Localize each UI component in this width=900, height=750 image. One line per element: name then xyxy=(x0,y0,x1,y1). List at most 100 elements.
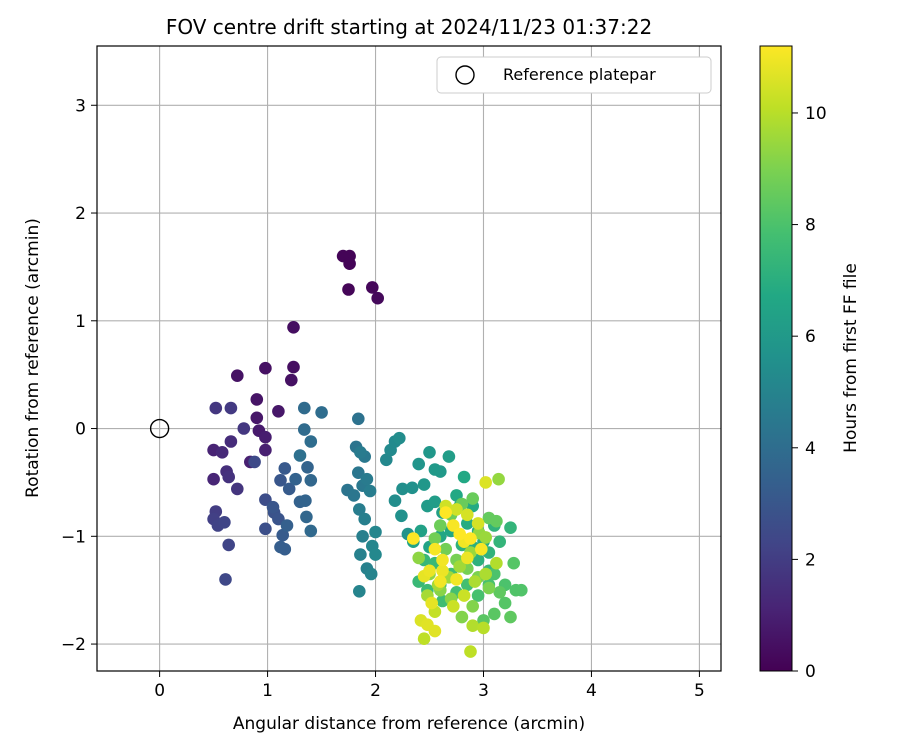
data-point xyxy=(289,472,302,486)
data-point xyxy=(299,494,312,508)
colorbar: 0 2 4 6 8 10 Hours from first FF file xyxy=(759,45,861,682)
data-point xyxy=(287,321,300,334)
data-point xyxy=(276,528,290,542)
data-point xyxy=(457,589,471,602)
data-points xyxy=(149,249,528,658)
data-point xyxy=(363,484,377,498)
data-point xyxy=(507,556,520,570)
data-point xyxy=(353,503,366,516)
data-point xyxy=(237,422,251,435)
data-point xyxy=(434,519,447,532)
data-point xyxy=(488,607,501,621)
data-point xyxy=(352,466,365,480)
data-point xyxy=(450,503,463,516)
data-point xyxy=(504,610,517,624)
data-point xyxy=(343,257,356,271)
data-point xyxy=(471,589,485,602)
data-point xyxy=(342,283,355,296)
colorbar-gradient xyxy=(759,45,793,672)
data-point xyxy=(479,567,493,581)
data-point xyxy=(466,492,480,505)
data-point xyxy=(447,519,460,532)
y-tick-label: 2 xyxy=(75,204,86,224)
data-point xyxy=(464,645,477,658)
data-point xyxy=(287,360,300,374)
data-point xyxy=(259,361,272,375)
data-point xyxy=(371,291,385,305)
y-tick-label: 0 xyxy=(75,420,86,440)
data-point xyxy=(222,538,235,552)
data-point xyxy=(434,575,447,588)
data-point xyxy=(405,481,419,495)
data-point xyxy=(450,573,463,586)
data-point xyxy=(298,423,311,436)
data-point xyxy=(395,509,408,523)
data-point xyxy=(447,600,460,613)
data-point xyxy=(490,556,503,570)
colorbar-tick-label: 10 xyxy=(805,104,827,124)
data-point xyxy=(455,610,469,624)
data-point xyxy=(207,472,220,486)
legend-marker-icon xyxy=(455,65,475,85)
data-point xyxy=(407,532,420,545)
colorbar-tick-label: 0 xyxy=(805,662,816,682)
grid-lines xyxy=(97,46,721,671)
colorbar-ticks: 0 2 4 6 8 10 xyxy=(792,104,827,682)
data-point xyxy=(468,575,482,588)
data-point xyxy=(354,446,367,459)
data-point xyxy=(490,514,503,528)
data-point xyxy=(412,457,426,471)
data-point xyxy=(439,506,453,519)
data-point xyxy=(412,551,426,565)
data-point xyxy=(219,573,232,586)
data-point xyxy=(298,401,311,415)
data-point xyxy=(282,482,296,496)
data-point xyxy=(352,412,365,426)
data-point xyxy=(250,411,264,425)
data-point xyxy=(471,517,485,530)
data-point xyxy=(493,586,507,599)
data-point xyxy=(428,624,442,638)
data-point xyxy=(280,519,294,532)
data-point xyxy=(278,542,292,556)
data-point xyxy=(396,482,409,496)
reference-platepar-marker xyxy=(149,418,170,439)
data-point xyxy=(388,494,402,508)
data-point xyxy=(274,474,287,487)
data-point xyxy=(353,585,366,598)
data-point xyxy=(300,510,313,524)
data-point xyxy=(259,443,272,457)
data-point xyxy=(439,542,453,556)
data-point xyxy=(436,564,449,578)
data-point xyxy=(477,621,490,635)
y-tick-label: −2 xyxy=(61,635,86,655)
data-point xyxy=(218,516,231,529)
legend: Reference platepar xyxy=(436,56,712,94)
data-point xyxy=(358,512,372,526)
data-point xyxy=(393,431,406,445)
data-point xyxy=(369,548,382,561)
y-axis-label: Rotation from reference (arcmin) xyxy=(23,218,43,498)
data-point xyxy=(482,581,496,595)
data-point xyxy=(366,281,379,294)
data-point xyxy=(347,489,361,502)
data-point xyxy=(215,446,229,459)
data-point xyxy=(515,583,528,597)
data-point xyxy=(492,472,505,486)
data-point xyxy=(278,462,292,475)
data-point xyxy=(466,619,480,632)
y-tick-label: 3 xyxy=(75,96,86,116)
data-point xyxy=(304,524,318,538)
data-point xyxy=(479,476,493,489)
colorbar-label: Hours from first FF file xyxy=(841,263,861,453)
data-point xyxy=(272,512,285,526)
data-point xyxy=(231,482,244,496)
data-point xyxy=(293,449,307,462)
data-point xyxy=(504,521,517,534)
data-point xyxy=(224,435,238,448)
data-point xyxy=(369,525,382,539)
data-point xyxy=(354,548,367,561)
colorbar-tick-label: 6 xyxy=(805,327,816,347)
